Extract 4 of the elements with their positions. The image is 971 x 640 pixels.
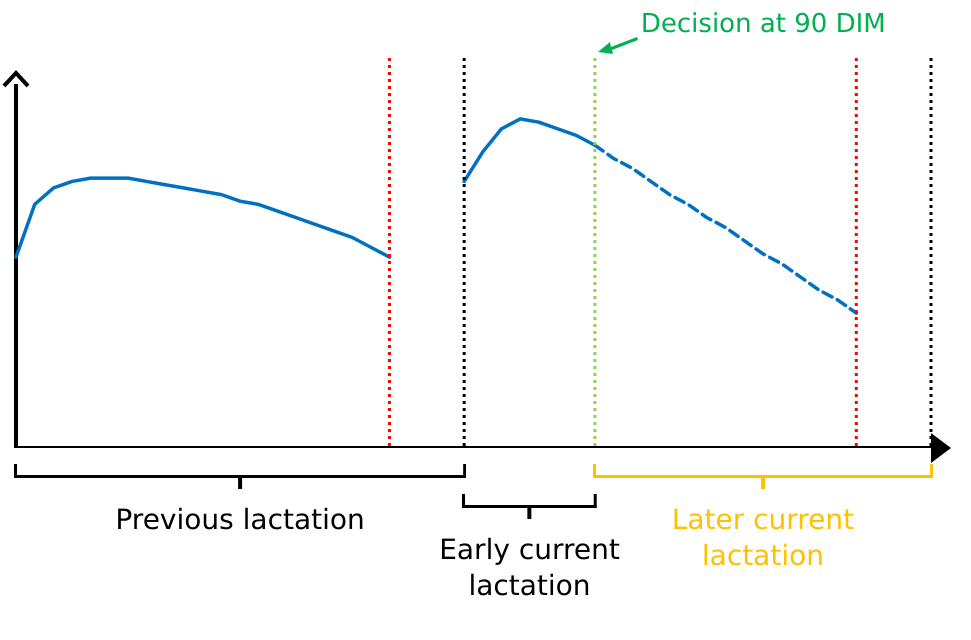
text: Later current lactation <box>670 502 856 574</box>
text: Early current lactation <box>438 532 621 604</box>
text: Previous lactation <box>114 502 366 538</box>
text: Decision at 90 DIM <box>640 8 886 40</box>
